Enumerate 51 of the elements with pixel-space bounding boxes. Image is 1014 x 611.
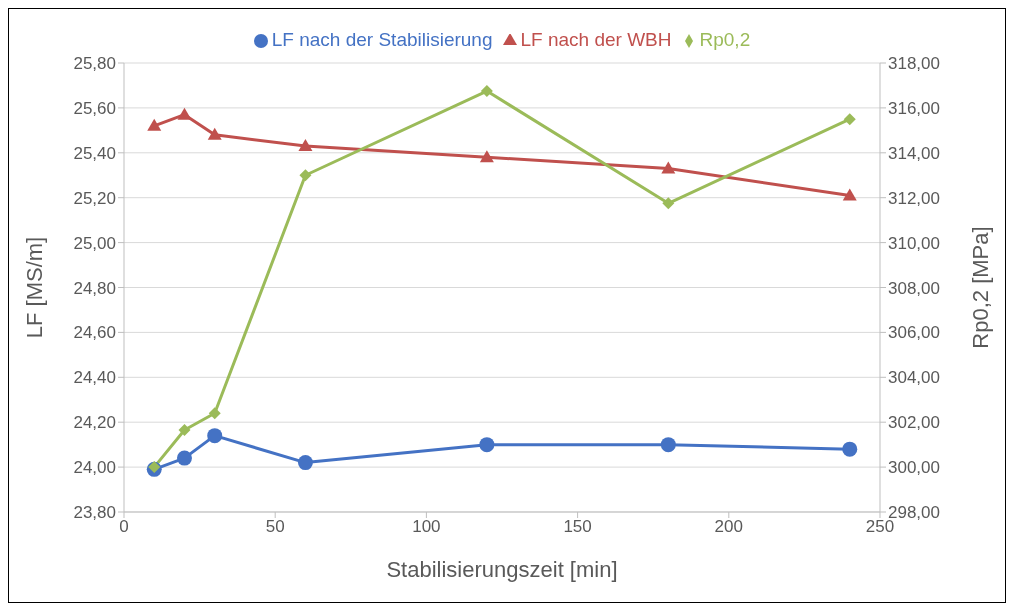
x-tick-label: 150 — [563, 517, 592, 537]
point — [843, 113, 856, 126]
legend-label: LF nach der WBH — [520, 29, 672, 50]
point — [176, 450, 192, 466]
legend-label: Rp0,2 — [699, 29, 751, 50]
point — [660, 437, 676, 453]
point — [298, 139, 313, 152]
x-axis-title: Stabilisierungszeit [min] — [386, 557, 618, 582]
y-tick-label: 25,00 — [73, 233, 116, 253]
point — [208, 407, 221, 420]
x-tick-label: 200 — [714, 517, 743, 537]
x-tick-label: 100 — [412, 517, 441, 537]
point — [207, 127, 222, 140]
y-axis-title: LF [MS/m] — [21, 236, 47, 339]
y2-tick-label: 300,00 — [888, 458, 940, 478]
point — [207, 428, 223, 444]
legend-label: LF nach der Stabilisierung — [271, 29, 493, 50]
y2-tick-label: 314,00 — [888, 143, 940, 163]
point — [147, 118, 162, 131]
y2-tick-label: 302,00 — [888, 413, 940, 433]
y2-tick-label: 304,00 — [888, 368, 940, 388]
y-tick-label: 23,80 — [73, 503, 116, 523]
point — [662, 197, 675, 210]
y-tick-label: 25,40 — [73, 143, 116, 163]
point — [177, 107, 192, 120]
y-tick-label: 25,80 — [73, 54, 116, 74]
point — [480, 85, 493, 98]
y-tick-label: 24,40 — [73, 368, 116, 388]
point — [479, 150, 494, 163]
point — [297, 455, 313, 471]
y2-tick-label: 310,00 — [888, 233, 940, 253]
y-tick-label: 24,20 — [73, 413, 116, 433]
point — [299, 169, 312, 182]
y2-tick-label: 312,00 — [888, 188, 940, 208]
y2-axis-title: Rp0,2 [MPa] — [967, 226, 993, 349]
y-tick-label: 24,80 — [73, 278, 116, 298]
x-tick-label: 0 — [119, 517, 129, 537]
point — [842, 188, 857, 201]
y2-tick-label: 316,00 — [888, 98, 940, 118]
point — [661, 161, 676, 174]
point — [479, 437, 495, 453]
y2-tick-label: 308,00 — [888, 278, 940, 298]
y2-tick-label: 306,00 — [888, 323, 940, 343]
y-tick-label: 25,60 — [73, 98, 116, 118]
y2-tick-label: 318,00 — [888, 54, 940, 74]
y-tick-label: 24,60 — [73, 323, 116, 343]
point — [178, 424, 191, 437]
y-tick-label: 25,20 — [73, 188, 116, 208]
point — [842, 441, 858, 457]
x-tick-label: 50 — [265, 517, 285, 537]
y-tick-label: 24,00 — [73, 458, 116, 478]
